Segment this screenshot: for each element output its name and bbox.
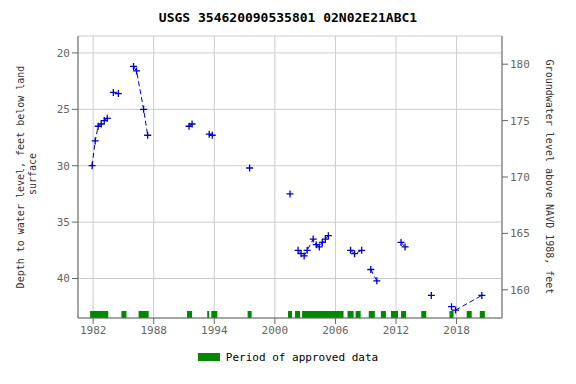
svg-text:180: 180 [510,58,530,71]
svg-text:2018: 2018 [443,324,470,337]
svg-text:2012: 2012 [383,324,410,337]
svg-text:35: 35 [57,216,70,229]
svg-text:Groundwater level above NAVD 1: Groundwater level above NAVD 1988, feet [544,60,555,295]
html-text:Period of approved data: Period of approved data [225,350,379,364]
svg-text:40: 40 [57,272,70,285]
svg-text:2000: 2000 [262,324,289,337]
svg-text:1982: 1982 [80,324,107,337]
svg-text:30: 30 [57,160,70,173]
svg-text:Depth to water level, feet bel: Depth to water level, feet below land su… [15,66,38,289]
svg-text:25: 25 [57,103,70,116]
svg-text:2006: 2006 [322,324,349,337]
svg-text:175: 175 [510,115,530,128]
svg-text:1994: 1994 [201,324,228,337]
svg-text:165: 165 [510,227,530,240]
svg-text:1988: 1988 [140,324,167,337]
html-text:USGS 354620090535801 02N02E21A: USGS 354620090535801 02N02E21ABC1 [158,10,418,25]
svg-text:160: 160 [510,284,530,297]
svg-text:170: 170 [510,171,530,184]
svg-text:20: 20 [57,47,70,60]
